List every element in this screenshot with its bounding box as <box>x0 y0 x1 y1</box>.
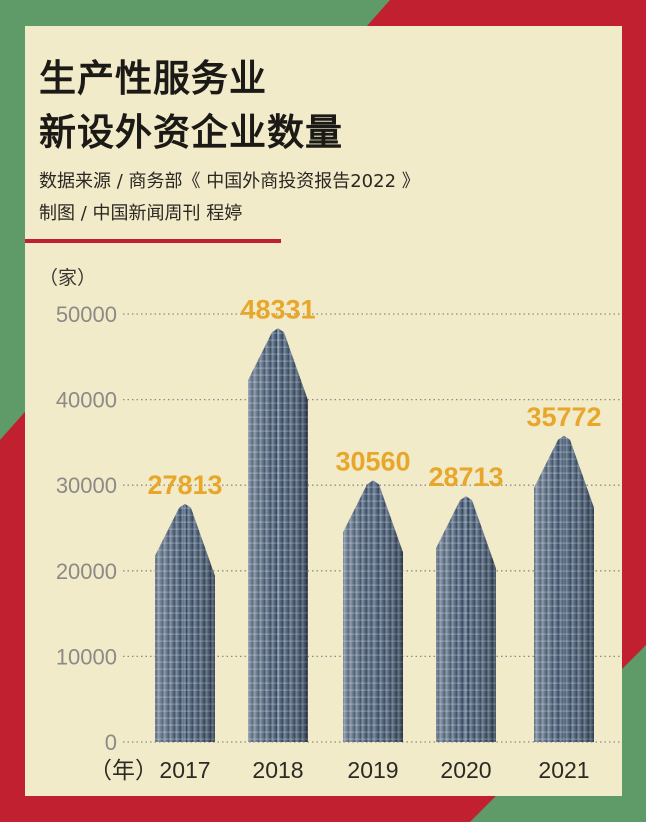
value-label: 48331 <box>240 294 315 324</box>
y-tick-label: 0 <box>105 730 117 755</box>
value-label: 28713 <box>428 462 503 492</box>
y-tick-label: 40000 <box>56 388 117 413</box>
y-tick-label: 30000 <box>56 473 117 498</box>
chart-title-line-2: 新设外资企业数量 <box>39 111 343 154</box>
chart-credit: 制图 / 中国新闻周刊 程婷 <box>39 203 243 224</box>
title-divider <box>25 239 281 243</box>
data-source: 数据来源 / 商务部《 中国外商投资报告2022 》 <box>39 171 420 192</box>
x-axis-unit: （年） <box>89 757 158 783</box>
bar <box>534 435 594 742</box>
bar <box>248 328 308 742</box>
value-label: 30560 <box>335 446 410 476</box>
x-tick-label: 2018 <box>252 757 303 783</box>
y-tick-label: 50000 <box>56 302 117 327</box>
bars <box>155 328 594 742</box>
bar <box>155 503 215 742</box>
y-axis: 0 10000 20000 30000 40000 50000 <box>56 302 117 755</box>
bar <box>343 480 403 742</box>
value-label: 35772 <box>526 402 601 432</box>
x-tick-label: 2021 <box>538 757 589 783</box>
y-axis-unit: （家） <box>39 267 97 289</box>
x-tick-label: 2017 <box>159 757 210 783</box>
value-label: 27813 <box>147 470 222 500</box>
y-tick-label: 10000 <box>56 644 117 669</box>
bar-chart: 0 10000 20000 30000 40000 50000 27813 48331 305… <box>56 294 622 783</box>
y-tick-label: 20000 <box>56 559 117 584</box>
value-labels: 27813 48331 30560 28713 35772 <box>147 294 601 500</box>
bar <box>436 496 496 742</box>
x-tick-label: 2019 <box>347 757 398 783</box>
x-axis: 2017 2018 2019 2020 2021 （年） <box>89 757 590 783</box>
x-tick-label: 2020 <box>440 757 491 783</box>
chart-panel: 生产性服务业 新设外资企业数量 数据来源 / 商务部《 中国外商投资报告2022… <box>25 26 622 796</box>
chart-title-line-1: 生产性服务业 <box>39 57 267 100</box>
